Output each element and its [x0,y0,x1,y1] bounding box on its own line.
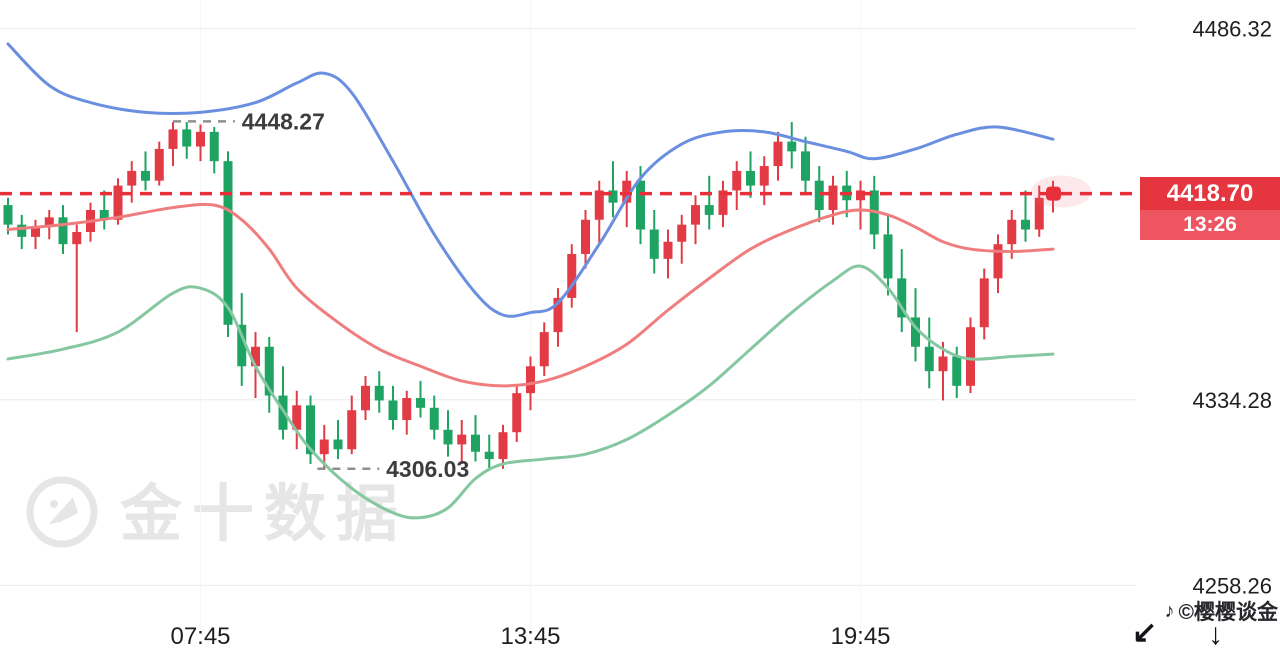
candle-body [952,356,962,386]
candle-body [526,366,535,394]
candle-body [471,434,480,452]
candle-body [99,210,109,220]
candle-body [622,180,632,203]
x-axis-label: 13:45 [500,623,560,649]
credit-text: ©樱樱谈金 [1178,601,1278,624]
candle-body [44,217,54,228]
candle-body [347,410,357,450]
candle-body [498,432,508,460]
candle-body [966,327,975,386]
candle-body [333,439,343,450]
candle-body [979,278,989,328]
candle-body [182,129,192,147]
candle-body [1021,219,1030,230]
candle-body [374,385,384,401]
annotation-label: 4448.27 [242,108,325,134]
candle-body [677,224,687,242]
candle-body [553,297,563,333]
candle-body [801,151,810,181]
jin10-watermark: 金十数据 [24,474,408,555]
upper-band-line [6,42,1055,318]
candle-body [787,141,797,152]
candle-body [691,205,700,225]
candle-body [361,385,370,411]
candle-body [732,170,742,191]
candle-body [883,234,893,279]
candle-body [897,278,907,318]
x-axis-label: 07:45 [170,623,230,649]
candle-body [3,205,13,225]
candle-body [264,346,274,396]
candle-body [223,161,233,325]
candle-body [484,451,494,460]
candle-body [594,190,604,220]
candle-body [292,405,302,430]
middle-band-line [6,202,1055,388]
candle-body [402,398,412,420]
candle-body [72,231,82,245]
candle-body [539,332,549,367]
candle-body [1034,197,1044,230]
credit-watermark: ♪ ©樱樱谈金 [1165,596,1278,626]
y-axis-label: 4258.26 [1192,573,1272,598]
candle-body [141,170,150,181]
candle-body [319,439,329,455]
candle-body [429,407,439,430]
lower-band-line [6,264,1055,520]
candle-body [443,429,453,445]
annotation-label: 4306.03 [386,456,469,482]
candle-body [704,205,714,215]
candle-body [759,166,769,186]
candle-body [1007,219,1017,245]
candle-body [911,317,920,347]
candle-body [113,185,123,220]
current-price-time: 13:26 [1140,209,1280,240]
music-note-icon: ♪ [1164,599,1175,622]
latest-price-marker [1046,186,1061,201]
arrow-southwest-icon: ↙ [1132,616,1158,649]
candle-body [388,400,398,420]
jin10-logo-icon [24,474,100,555]
candle-body [649,229,659,259]
candle-body [663,241,673,259]
candle-body [581,219,590,254]
candle-body [127,170,137,186]
candle-body [993,244,1003,279]
candle-body [237,324,247,367]
candle-body [814,180,824,210]
candle-body [567,253,577,298]
candle-body [457,434,467,445]
candle-body [31,227,40,237]
current-price-tag: 4418.70 13:26 [1140,176,1280,240]
candle-body [938,356,948,372]
candle-body [168,129,178,149]
candle-body [828,185,838,210]
candle-body [209,131,219,162]
y-axis-label: 4486.32 [1192,17,1272,42]
candle-body [58,217,68,245]
candle-body [251,346,260,367]
candle-body [154,148,164,181]
candle-body [306,405,315,455]
candle-body [196,131,205,147]
current-price-value: 4418.70 [1140,176,1280,210]
candle-body [773,141,783,167]
candle-body [17,224,27,237]
candle-body [924,346,934,372]
x-axis-label: 19:45 [830,623,890,649]
jin10-watermark-text: 金十数据 [120,479,409,549]
candle-body [608,190,618,203]
candle-body [718,190,728,215]
candle-body [512,393,522,433]
arrow-down-icon: ↓ [1208,618,1223,649]
y-axis-label: 4334.28 [1192,388,1272,413]
candle-body [416,398,425,408]
candle-body [746,170,755,186]
candle-body [636,180,645,230]
